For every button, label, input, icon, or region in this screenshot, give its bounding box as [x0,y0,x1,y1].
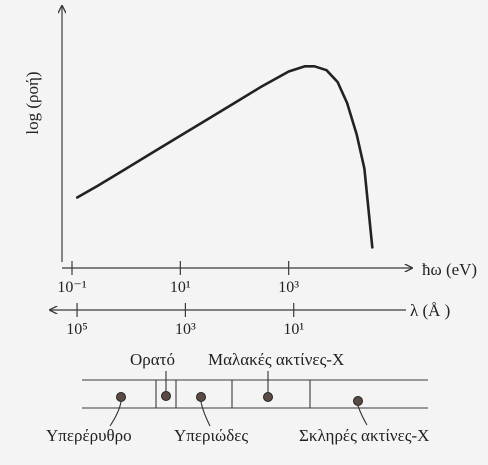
y-axis-label: log (ροή) [23,71,42,134]
spectrum-band: Ορατό Μαλακές ακτίνες-Χ Υπερέρυθρο Υπερι… [46,350,429,445]
leader-infrared [109,401,122,427]
x-axis-wavelength-label: λ (Å ) [410,301,450,320]
wavelength-ticks: 10⁵ 10³ 10¹ [66,303,304,338]
region-dot-hard-xray [353,396,363,406]
region-label-soft-xray: Μαλακές ακτίνες-Χ [208,350,344,369]
energy-tick-label: 10⁻¹ [57,279,86,296]
region-dot-visible [161,391,171,401]
flux-curve [75,65,374,249]
region-dot-soft-xray [263,392,273,402]
region-label-ultraviolet: Υπεριώδες [174,426,248,445]
energy-ticks: 10⁻¹ 10¹ 10³ [57,261,299,296]
leader-hard-xray [357,405,368,426]
region-label-hard-xray: Σκληρές ακτίνες-Χ [299,426,429,445]
x-axis-energy-label: ħω (eV) [422,260,477,279]
region-label-visible: Ορατό [130,350,175,369]
wavelength-tick-label: 10⁵ [66,321,88,338]
wavelength-tick-label: 10³ [175,321,196,338]
region-dot-ultraviolet [196,392,206,402]
leader-ultraviolet [200,401,211,427]
region-dot-infrared [116,392,126,402]
energy-tick-label: 10³ [278,279,299,296]
wavelength-tick-label: 10¹ [283,321,304,338]
region-label-infrared: Υπερέρυθρο [46,426,132,445]
energy-tick-label: 10¹ [170,279,191,296]
